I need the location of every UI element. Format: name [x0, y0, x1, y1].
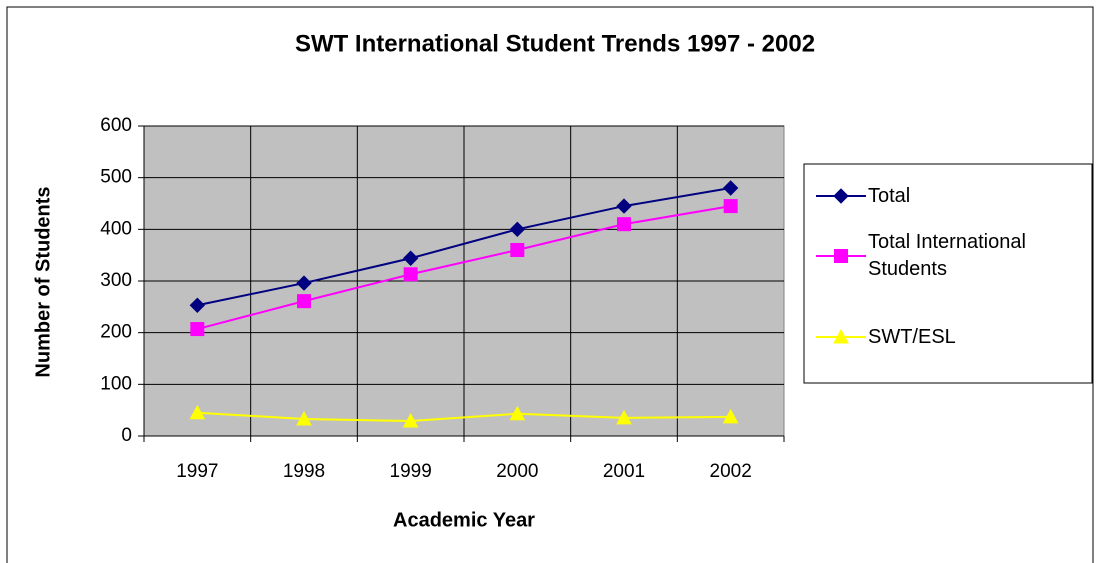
y-tick-label: 300 [100, 270, 132, 291]
y-tick-label: 200 [100, 322, 132, 343]
marker [833, 188, 849, 204]
x-tick-label: 1999 [390, 461, 432, 482]
marker [190, 322, 205, 337]
series-line [197, 187, 731, 307]
marker [402, 412, 419, 428]
y-tick-label: 600 [100, 115, 132, 136]
y-tick-label: 500 [100, 167, 132, 188]
legend-entry: Total [868, 168, 1088, 224]
marker [189, 297, 206, 313]
series-line [197, 411, 731, 423]
marker [834, 249, 848, 263]
x-tick-label: 2002 [710, 461, 752, 482]
x-axis-label: Academic Year [393, 509, 535, 531]
y-tick-label: 0 [121, 425, 132, 446]
marker [617, 217, 631, 232]
marker [616, 198, 632, 214]
marker [296, 410, 312, 426]
x-tick-label: 1998 [283, 461, 325, 482]
legend-entry: SWT/ESL [868, 309, 1088, 365]
series-line [197, 205, 731, 331]
marker [616, 409, 632, 425]
marker [722, 408, 739, 424]
marker [510, 243, 525, 257]
legend-wrap: Total [868, 168, 1088, 224]
legend-wrap: SWT/ESL [868, 309, 1088, 365]
x-tick-label: 1997 [176, 461, 218, 482]
legend-box [803, 163, 1093, 384]
marker [509, 221, 526, 238]
marker [402, 250, 419, 266]
legend-label: SWT/ESL [868, 325, 956, 348]
marker [296, 275, 312, 291]
marker [403, 267, 418, 282]
marker [297, 294, 311, 309]
x-tick-label: 2001 [603, 461, 645, 482]
legend-entry: Total International Students [868, 228, 1088, 284]
y-tick-label: 400 [100, 218, 132, 239]
marker [189, 404, 206, 420]
legend-label: Total International Students [868, 231, 1026, 280]
y-tick-label: 100 [100, 373, 132, 394]
marker [722, 180, 739, 196]
x-tick-label: 2000 [496, 461, 538, 482]
marker [723, 199, 738, 214]
y-axis-label: Number of Students [32, 186, 54, 377]
legend-label: Total [868, 184, 911, 207]
legend-wrap: Total International Students [868, 228, 1088, 284]
marker [509, 405, 526, 421]
marker [833, 328, 849, 344]
chart-title: SWT International Student Trends 1997 - … [295, 30, 815, 57]
